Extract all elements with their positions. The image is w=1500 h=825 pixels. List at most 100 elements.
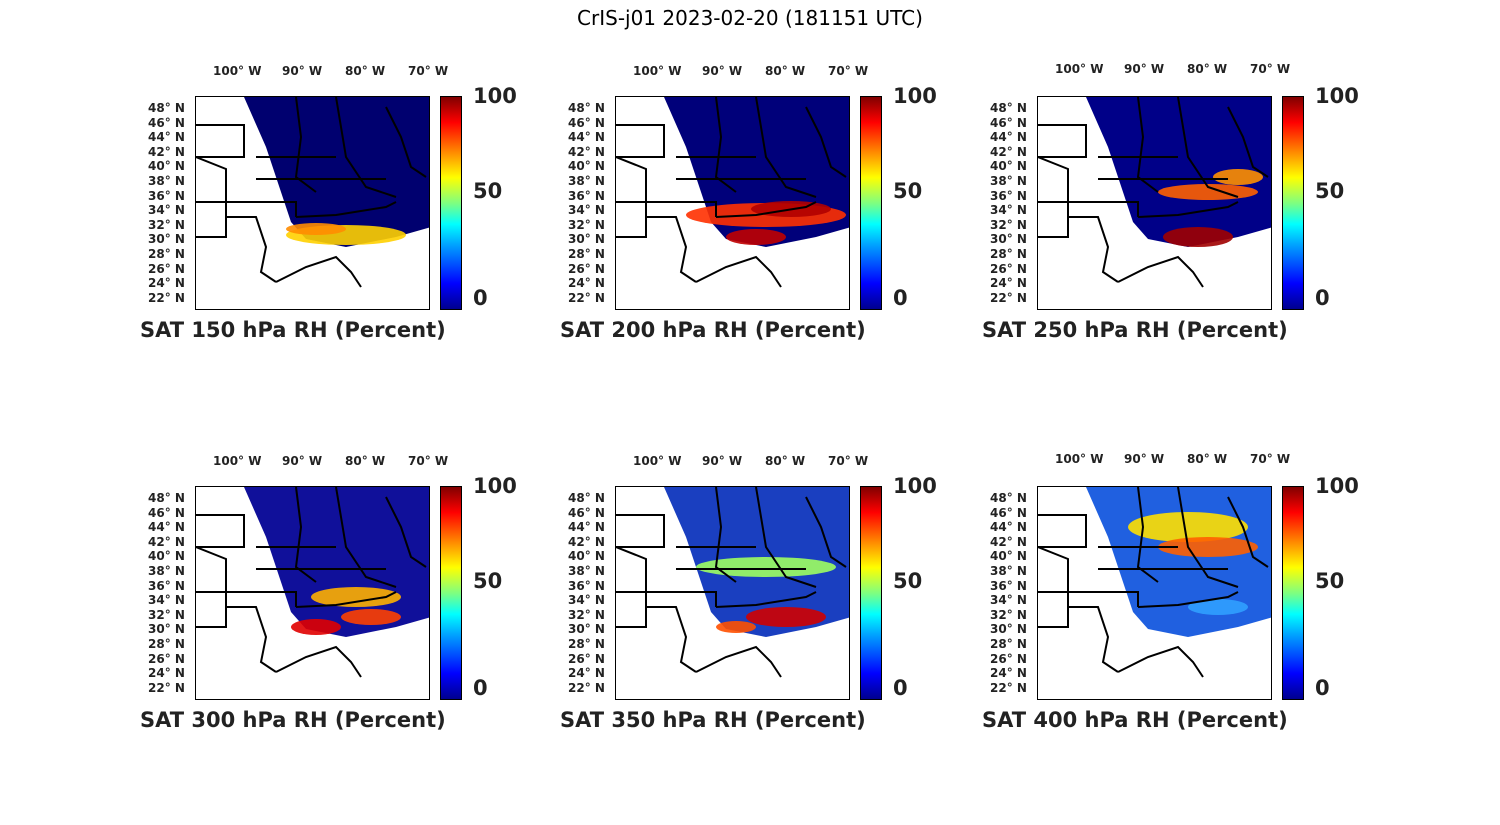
lat-tick-label: 48° N — [148, 101, 185, 115]
map-panel: 100° W 90° W 80° W 70° W 48° N 46° N 44° N 42° … — [982, 62, 1359, 362]
lat-tick-label: 32° N — [148, 607, 185, 622]
lon-tick-label: 100° W — [213, 64, 262, 78]
lon-tick-label: 80° W — [345, 64, 386, 78]
lat-tick-label: 42° N — [568, 144, 605, 159]
state-boundary-line — [385, 106, 427, 178]
lon-tick-label: 80° W — [765, 64, 806, 78]
state-boundary-line — [196, 592, 227, 628]
lon-tick-label: 100° W — [1055, 62, 1104, 76]
colorbar-tick-label: 50 — [893, 569, 923, 593]
lon-tick-label: 90° W — [702, 64, 743, 78]
map-plot-area — [195, 96, 430, 310]
colorbar-tick-label: 100 — [893, 84, 937, 108]
state-boundary-line — [805, 106, 847, 178]
state-boundary-line — [295, 201, 397, 218]
lat-tick-label: 40° N — [148, 159, 185, 174]
rh-moisture-region — [1188, 599, 1248, 615]
state-boundary-line — [805, 496, 847, 568]
state-boundary-line — [616, 201, 717, 217]
state-boundary-line — [196, 202, 227, 238]
lat-tick-label: 32° N — [568, 607, 605, 622]
lat-tick-label: 28° N — [568, 637, 605, 651]
colorbar-tick-label: 0 — [1315, 676, 1330, 700]
lat-tick-label: 40° N — [990, 159, 1027, 174]
lat-tick-label: 40° N — [568, 159, 605, 174]
map-panel: 100° W 90° W 80° W 70° W 48° N 46° N 44° N 42° … — [140, 62, 517, 362]
state-boundary-line — [275, 255, 362, 288]
state-boundary-line — [1038, 514, 1087, 548]
state-boundary-line — [1038, 592, 1069, 628]
lat-tick-label: 28° N — [148, 247, 185, 261]
lat-tick-label: 26° N — [990, 261, 1027, 276]
colorbar-tick-label: 100 — [473, 474, 517, 498]
lat-tick-label: 26° N — [568, 261, 605, 276]
lon-tick-label: 80° W — [765, 454, 806, 468]
lat-tick-label: 32° N — [148, 217, 185, 232]
state-boundary-line — [1177, 487, 1239, 588]
state-boundary-line — [1038, 201, 1139, 217]
state-boundary-line — [1038, 202, 1069, 238]
map-plot-area — [615, 486, 850, 700]
lon-tick-label: 80° W — [345, 454, 386, 468]
lon-tick-label: 70° W — [828, 64, 869, 78]
rh-swath — [1038, 97, 1271, 288]
lat-tick-label: 38° N — [148, 564, 185, 578]
lon-tick-label: 100° W — [213, 454, 262, 468]
lat-tick-label: 32° N — [990, 607, 1027, 622]
lat-tick-label: 26° N — [148, 651, 185, 666]
state-boundary-line — [715, 591, 817, 608]
state-boundary-line — [226, 216, 277, 283]
lat-tick-label: 22° N — [568, 290, 605, 305]
state-boundary-line — [616, 202, 647, 238]
lat-tick-label: 38° N — [990, 564, 1027, 578]
colorbar-tick-label: 100 — [473, 84, 517, 108]
lat-tick-label: 24° N — [568, 276, 605, 291]
rh-swath — [196, 97, 429, 288]
lat-tick-label: 30° N — [990, 232, 1027, 247]
rh-moisture-region — [1213, 169, 1263, 185]
state-boundary-line — [695, 645, 782, 678]
lon-tick-label: 70° W — [828, 454, 869, 468]
panel-title: SAT 350 hPa RH (Percent) — [560, 708, 866, 732]
map-panel: 100° W 90° W 80° W 70° W 48° N 46° N 44° N 42° … — [140, 452, 517, 752]
lon-tick-label: 90° W — [702, 454, 743, 468]
colorbar-tick-label: 100 — [893, 474, 937, 498]
colorbar-tick-label: 0 — [473, 286, 488, 310]
lat-tick-label: 40° N — [148, 549, 185, 564]
state-boundary-line — [646, 606, 697, 673]
colorbar — [860, 96, 882, 310]
rh-moisture-region — [341, 609, 401, 625]
lat-tick-label: 44° N — [148, 520, 185, 535]
lat-tick-label: 48° N — [568, 101, 605, 115]
state-boundary-line — [335, 487, 397, 588]
rh-swath-fill — [244, 97, 429, 247]
colorbar-tick-label: 50 — [473, 569, 503, 593]
rh-swath-fill — [1086, 487, 1271, 637]
lat-tick-label: 22° N — [990, 680, 1027, 695]
panel-title: SAT 400 hPa RH (Percent) — [982, 708, 1288, 732]
panel-title: SAT 250 hPa RH (Percent) — [982, 318, 1288, 342]
lat-tick-label: 24° N — [990, 276, 1027, 291]
lat-tick-label: 34° N — [148, 203, 185, 218]
lat-tick-label: 38° N — [568, 564, 605, 578]
lat-tick-label: 34° N — [568, 203, 605, 218]
lat-tick-label: 30° N — [568, 622, 605, 637]
lat-tick-label: 22° N — [568, 680, 605, 695]
colorbar-tick-label: 50 — [473, 179, 503, 203]
lat-tick-label: 42° N — [148, 534, 185, 549]
state-boundary-line — [196, 514, 245, 548]
lat-tick-label: 42° N — [568, 534, 605, 549]
colorbar-tick-label: 50 — [893, 179, 923, 203]
state-boundary-line — [616, 546, 647, 592]
state-boundary-line — [1117, 255, 1204, 288]
lat-tick-label: 30° N — [148, 622, 185, 637]
rh-swath — [196, 487, 429, 678]
state-boundary-line — [616, 124, 665, 158]
lat-tick-label: 48° N — [990, 101, 1027, 115]
state-boundary-line — [646, 216, 697, 283]
rh-swath — [1038, 487, 1271, 678]
colorbar-tick-label: 50 — [1315, 179, 1345, 203]
lat-tick-label: 30° N — [568, 232, 605, 247]
lon-tick-label: 100° W — [633, 64, 682, 78]
lat-tick-label: 34° N — [148, 593, 185, 608]
